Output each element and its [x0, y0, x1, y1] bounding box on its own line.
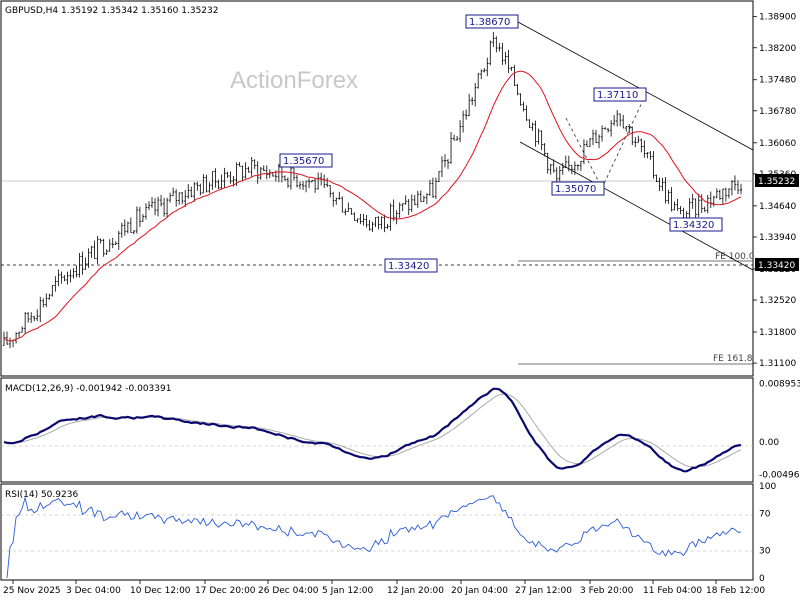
time-tick-label: 18 Feb 12:00 [706, 586, 765, 596]
rsi-tick-label: 30 [759, 546, 771, 556]
svg-text:1.33420: 1.33420 [388, 261, 429, 272]
label-35670: 1.35670 [279, 153, 333, 168]
price-tick-label: 1.37480 [759, 76, 796, 86]
time-tick-label: 26 Dec 04:00 [258, 586, 319, 596]
price-axis: 1.389001.382001.374801.367801.360601.353… [753, 13, 796, 369]
price-panel [0, 0, 754, 377]
macd-axis: 0.008953 0.00 -0.004962 [759, 380, 800, 481]
macd-tick-label: -0.004962 [759, 471, 800, 481]
price-tick-label: 1.36060 [759, 139, 796, 149]
time-tick-label: 3 Feb 20:00 [580, 586, 634, 596]
moving-average-line [3, 70, 742, 342]
label-37110: 1.37110 [593, 87, 647, 102]
price-tick-label: 1.36780 [759, 107, 796, 117]
svg-text:1.38670: 1.38670 [469, 17, 510, 28]
macd-tick-label: 0.00 [759, 438, 779, 448]
svg-text:1.33420: 1.33420 [758, 261, 795, 271]
time-tick-label: 5 Jan 12:00 [322, 586, 374, 596]
channel-upper [517, 21, 754, 151]
time-tick-label: 3 Dec 04:00 [66, 586, 121, 596]
current-price-tag: 1.35232 [755, 174, 799, 187]
time-tick-label: 12 Jan 20:00 [387, 586, 444, 596]
time-tick-label: 11 Feb 04:00 [643, 586, 702, 596]
svg-text:1.35670: 1.35670 [283, 156, 324, 167]
support-price-tag: 1.33420 [755, 258, 799, 271]
macd-panel [0, 377, 754, 483]
fe100-label: FE 100.0 [715, 252, 755, 262]
price-tick-label: 1.34640 [759, 202, 796, 212]
time-axis: 25 Nov 2025 3 Dec 04:00 10 Dec 12:00 17 Dec… [3, 580, 765, 596]
time-tick-label: 17 Dec 20:00 [195, 586, 256, 596]
channel-lower [519, 141, 754, 271]
rsi-tick-label: 0 [759, 574, 765, 584]
price-tick-label: 1.32520 [759, 296, 796, 306]
svg-text:1.34320: 1.34320 [673, 220, 714, 231]
rsi-tick-label: 70 [759, 510, 771, 520]
price-tick-label: 1.31800 [759, 328, 796, 338]
svg-text:1.35070: 1.35070 [555, 184, 596, 195]
label-33420: 1.33420 [384, 258, 438, 273]
time-tick-label: 25 Nov 2025 [3, 586, 61, 596]
label-35070: 1.35070 [551, 181, 605, 196]
macd-title: MACD(12,26,9) -0.001942 -0.003391 [5, 384, 171, 394]
price-tick-label: 1.33940 [759, 233, 796, 243]
symbol-title: GBPUSD,H4 1.35192 1.35342 1.35160 1.3523… [5, 6, 218, 16]
label-34320: 1.34320 [669, 217, 723, 232]
svg-text:1.37110: 1.37110 [597, 90, 638, 101]
macd-main-line [3, 387, 742, 473]
rsi-panel [0, 483, 754, 581]
macd-tick-label: 0.008953 [759, 380, 800, 390]
price-tick-label: 1.38900 [759, 13, 796, 23]
fe161-label: FE 161.8 [713, 354, 753, 364]
rsi-tick-label: 100 [759, 482, 776, 492]
rsi-title: RSI(14) 50.9236 [5, 490, 78, 500]
svg-text:1.35232: 1.35232 [758, 177, 795, 187]
time-tick-label: 27 Jan 12:00 [515, 586, 572, 596]
candlestick-series [2, 32, 743, 349]
watermark: ActionForex [230, 67, 358, 94]
label-high-38670: 1.38670 [465, 14, 519, 29]
time-tick-label: 10 Dec 12:00 [130, 586, 191, 596]
price-tick-label: 1.38200 [759, 44, 796, 54]
price-tick-label: 1.31100 [759, 359, 796, 369]
time-tick-label: 20 Jan 04:00 [451, 586, 508, 596]
rsi-line [6, 495, 742, 579]
rsi-axis: 100 70 30 0 [759, 482, 776, 584]
